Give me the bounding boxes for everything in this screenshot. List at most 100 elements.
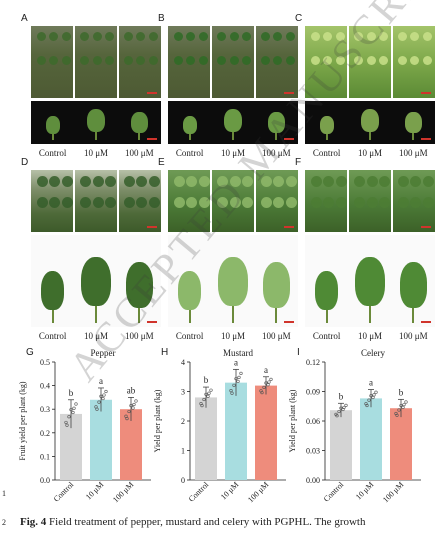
field-photo-b (168, 26, 298, 98)
data-point (335, 414, 339, 418)
data-point (399, 403, 403, 408)
data-point (74, 402, 78, 406)
data-point (402, 403, 406, 407)
data-point (404, 400, 408, 404)
data-point (236, 379, 240, 383)
bar-h-1 (225, 382, 247, 480)
panel-label-d: D (21, 157, 29, 168)
data-point (239, 371, 243, 375)
data-point (339, 406, 343, 410)
significance-letter: a (99, 376, 103, 386)
x-tick-label: 10 μM (84, 480, 106, 502)
panel-label-a: A (21, 13, 28, 24)
chart-h: Mustard 0 1 2 3 4 Yield per plant (kg) b Control… (153, 348, 286, 504)
data-point (132, 402, 136, 407)
treatment-label: Control (312, 148, 341, 158)
data-point (134, 399, 138, 403)
treatment-label: Control (38, 148, 67, 158)
y-tick-label: 0.2 (40, 429, 50, 438)
x-tick-label: 100 μM (111, 480, 135, 504)
treatment-label: Control (175, 148, 204, 158)
data-point (97, 400, 101, 404)
data-point (127, 409, 131, 414)
y-tick-label: 0.00 (306, 476, 320, 485)
data-point (67, 415, 71, 419)
data-point (266, 383, 270, 387)
panel-label-c: C (295, 13, 303, 24)
panel-label-e: E (158, 157, 165, 168)
plant-photo-d (31, 235, 161, 327)
plant-photo-f (305, 235, 435, 327)
data-point (369, 394, 373, 398)
data-point (202, 397, 206, 402)
data-point (125, 417, 129, 421)
y-tick-label: 0.03 (306, 447, 320, 456)
significance-letter: b (339, 391, 344, 401)
panel-label-g: G (26, 347, 34, 358)
treatment-label: 10 μM (83, 148, 109, 158)
line-number-2: 2 (2, 518, 6, 527)
bar-h-0 (195, 397, 217, 480)
data-point (206, 394, 210, 398)
data-point (262, 385, 266, 389)
x-tick-label: 100 μM (246, 480, 270, 504)
caption-text: Field treatment of pepper, mustard and c… (46, 516, 366, 528)
data-point (64, 420, 68, 425)
y-tick-label: 0.5 (40, 358, 50, 367)
significance-letter: b (204, 375, 209, 385)
panel-label-i: I (297, 347, 300, 358)
treatment-label: 10 μM (83, 331, 109, 341)
panel-label-f: F (295, 157, 302, 168)
data-point (204, 392, 208, 396)
data-point (104, 389, 108, 394)
treatment-label: 10 μM (357, 331, 383, 341)
y-tick-label: 4 (181, 358, 185, 367)
data-point (102, 393, 106, 397)
caption-label: Fig. 4 (20, 516, 47, 528)
y-axis-label: Yield per plant (kg) (153, 389, 162, 452)
y-tick-label: 0 (181, 476, 185, 485)
data-point (237, 375, 241, 379)
y-tick-label: 2 (181, 417, 185, 426)
field-photo-d (31, 170, 161, 232)
treatment-label: 100 μM (262, 148, 291, 158)
chart-title: Celery (361, 348, 385, 358)
field-photo-c (305, 26, 435, 98)
plant-photo-b (168, 101, 298, 144)
y-tick-label: 1 (181, 447, 185, 456)
treatment-label: Control (312, 331, 341, 341)
y-tick-label: 0.12 (306, 358, 320, 367)
y-axis-label: Yield per plant (kg) (288, 389, 297, 452)
bar-g-1 (90, 399, 112, 480)
data-point (232, 383, 236, 387)
y-tick-label: 0.0 (40, 476, 50, 485)
x-tick-label: Control (52, 480, 76, 504)
data-point (95, 407, 99, 411)
plant-photo-e (168, 235, 298, 327)
field-photo-f (305, 170, 435, 232)
data-point (395, 413, 399, 417)
field-photo-e (168, 170, 298, 232)
x-tick-label: 100 μM (381, 480, 405, 504)
data-point (374, 390, 378, 394)
chart-i: Celery 0.00 0.03 0.06 0.09 0.12 Yield per plan… (288, 348, 421, 504)
treatment-label: 10 μM (357, 148, 383, 158)
significance-letter: b (69, 388, 74, 398)
data-point (129, 404, 133, 408)
treatment-label: 100 μM (399, 148, 428, 158)
line-number-1: 1 (2, 489, 6, 498)
charts-svg: Pepper 0.0 0.1 0.2 0.3 0.4 0.5 Fruit yield per … (18, 348, 421, 504)
panel-label-h: H (161, 347, 169, 358)
field-photo-a (31, 26, 161, 98)
data-point (397, 408, 401, 412)
chart-title: Pepper (91, 348, 116, 358)
data-point (71, 410, 75, 415)
figure-caption: Fig. 4 Field treatment of pepper, mustar… (20, 516, 365, 528)
data-point (200, 404, 204, 408)
data-point (65, 423, 69, 427)
data-point (365, 403, 369, 408)
treatment-label: 100 μM (125, 331, 154, 341)
treatment-label: 10 μM (220, 331, 246, 341)
panel-label-b: B (158, 13, 165, 24)
data-point (207, 391, 211, 395)
